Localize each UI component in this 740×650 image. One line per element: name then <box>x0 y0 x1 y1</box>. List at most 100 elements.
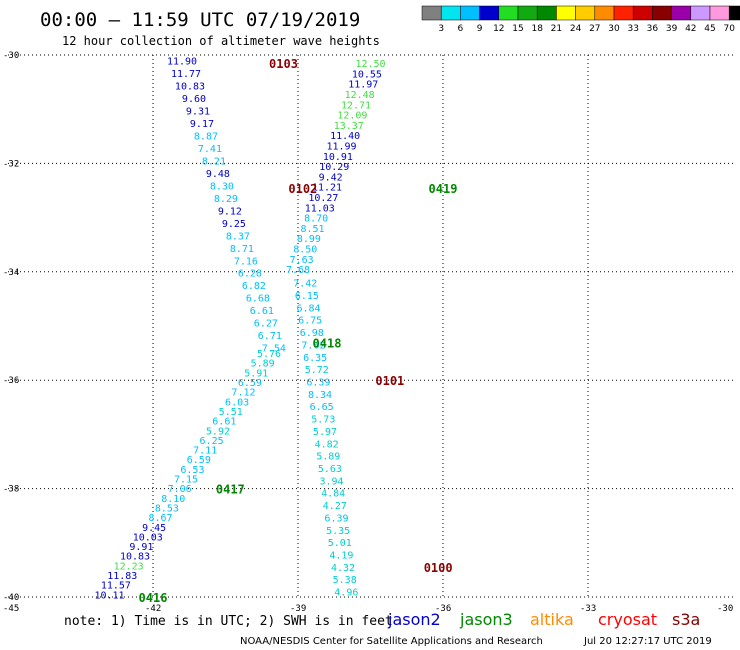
wave-height-label: 8.29 <box>214 194 238 205</box>
wave-height-label: 6.98 <box>300 328 324 339</box>
wave-height-label: 10.83 <box>175 81 205 92</box>
wave-height-label: 7.16 <box>234 256 258 267</box>
wave-height-label: 13.37 <box>334 121 364 132</box>
pass-time-label: 0419 <box>429 182 458 196</box>
mission-legend: jason2 jason3 altika cryosat s3a <box>387 610 700 629</box>
wave-height-label: 11.97 <box>348 80 378 91</box>
wave-height-label: 5.38 <box>333 575 357 586</box>
pass-time-label: 0417 <box>216 483 245 497</box>
wave-height-label: 11.40 <box>330 131 360 142</box>
color-swatch <box>632 5 653 21</box>
color-swatch <box>536 5 557 21</box>
pass-time-label: 0416 <box>139 591 168 605</box>
wave-height-label: 12.09 <box>337 111 367 122</box>
mission-label: s3a <box>672 610 700 629</box>
y-tick-label: -34 <box>3 268 19 278</box>
wave-height-label: 7.54 <box>262 344 286 355</box>
wave-height-label: 5.63 <box>318 464 342 475</box>
wave-height-label: 12.23 <box>114 561 144 572</box>
color-scale-label: 18 <box>531 24 543 34</box>
x-tick-label: -42 <box>145 604 161 614</box>
wave-height-label: 6.65 <box>310 402 334 413</box>
wave-height-label: 7.41 <box>198 144 222 155</box>
wave-height-label: 6.82 <box>242 281 266 292</box>
wave-height-label: 6.59 <box>187 455 211 466</box>
y-tick-label: -30 <box>3 51 19 61</box>
wave-height-label: 10.83 <box>120 552 150 563</box>
wave-height-label: 8.70 <box>304 214 328 225</box>
color-scale-label: 33 <box>627 24 638 34</box>
pass-time-label: 0100 <box>424 561 453 575</box>
wave-height-label: 5.91 <box>244 368 268 379</box>
color-scale-label: 27 <box>589 24 600 34</box>
wave-height-label: 6.75 <box>298 316 322 327</box>
footer-credit: NOAA/NESDIS Center for Satellite Applica… <box>240 636 543 647</box>
wave-height-label: 10.55 <box>352 69 382 80</box>
wave-height-label: 4.19 <box>329 551 353 562</box>
wave-height-label: 9.12 <box>218 206 242 217</box>
wave-height-label: 7.12 <box>231 388 255 399</box>
wave-height-label: 9.45 <box>142 523 166 534</box>
wave-height-label: 9.48 <box>206 169 230 180</box>
wave-height-label: 6.27 <box>254 319 278 330</box>
wave-height-label: 6.15 <box>295 291 319 302</box>
y-tick-label: -38 <box>3 485 19 495</box>
color-scale-label: 45 <box>704 24 715 34</box>
wave-height-label: 6.84 <box>296 303 320 314</box>
color-scale-label: 70 <box>723 24 735 34</box>
wave-height-label: 3.94 <box>319 476 343 487</box>
color-swatch <box>728 5 740 21</box>
plot-grid <box>8 54 733 598</box>
y-tick-label: -40 <box>3 593 19 603</box>
wave-height-label: 5.35 <box>326 526 350 537</box>
wave-height-label: 11.03 <box>305 203 335 214</box>
wave-height-label: 11.99 <box>326 142 356 153</box>
wave-height-label: 10.27 <box>308 193 338 204</box>
wave-height-label: 5.76 <box>257 349 281 360</box>
wave-height-label: 11.57 <box>101 581 131 592</box>
wave-height-label: 4.84 <box>321 489 345 500</box>
color-scale-label: 9 <box>477 24 483 34</box>
wave-height-label: 6.53 <box>180 465 204 476</box>
wave-height-label: 6.68 <box>246 294 270 305</box>
color-swatch <box>575 5 596 21</box>
wave-height-label: 6.35 <box>303 353 327 364</box>
wave-height-label: 4.82 <box>315 439 339 450</box>
wave-height-label: 7.68 <box>286 265 310 276</box>
wave-height-label: 5.92 <box>206 426 230 437</box>
color-swatch <box>517 5 538 21</box>
wave-height-label: 9.91 <box>129 542 153 553</box>
wave-height-label: 11.21 <box>312 183 342 194</box>
wave-height-label: 8.99 <box>297 234 321 245</box>
wave-height-label: 5.89 <box>316 452 340 463</box>
color-swatch <box>460 5 480 21</box>
color-scale-label: 6 <box>458 24 464 34</box>
footer-timestamp: Jul 20 12:27:17 UTC 2019 <box>583 636 712 647</box>
wave-height-label: 5.72 <box>305 365 329 376</box>
wave-height-label: 9.17 <box>190 119 214 130</box>
x-tick-label: -33 <box>580 604 596 614</box>
wave-height-label: 11.83 <box>107 571 137 582</box>
wave-height-label: 5.97 <box>313 427 337 438</box>
wave-height-label: 10.91 <box>323 152 353 163</box>
pass-time-label: 0418 <box>313 336 342 350</box>
x-tick-label: -36 <box>435 604 451 614</box>
color-scale-label: 21 <box>551 24 562 34</box>
wave-height-label: 9.31 <box>186 106 210 117</box>
y-tick-label: -36 <box>3 376 19 386</box>
color-scale-label: 24 <box>570 24 582 34</box>
wave-height-label: 8.50 <box>293 244 317 255</box>
pass-time-label: 0103 <box>269 57 298 71</box>
mission-label: jason2 <box>387 610 441 629</box>
wave-height-label: 6.39 <box>324 513 348 524</box>
wave-height-label: 8.71 <box>230 244 254 255</box>
wave-height-label: 6.03 <box>225 397 249 408</box>
x-axis-tick-labels: -45 -42 -39 -36 -33 -30 <box>3 604 733 614</box>
wave-height-label: 5.89 <box>251 359 275 370</box>
wave-height-label: 9.25 <box>222 219 246 230</box>
wave-height-label: 8.30 <box>210 181 234 192</box>
pass-time-label: 0102 <box>288 182 317 196</box>
color-swatch <box>556 5 576 21</box>
